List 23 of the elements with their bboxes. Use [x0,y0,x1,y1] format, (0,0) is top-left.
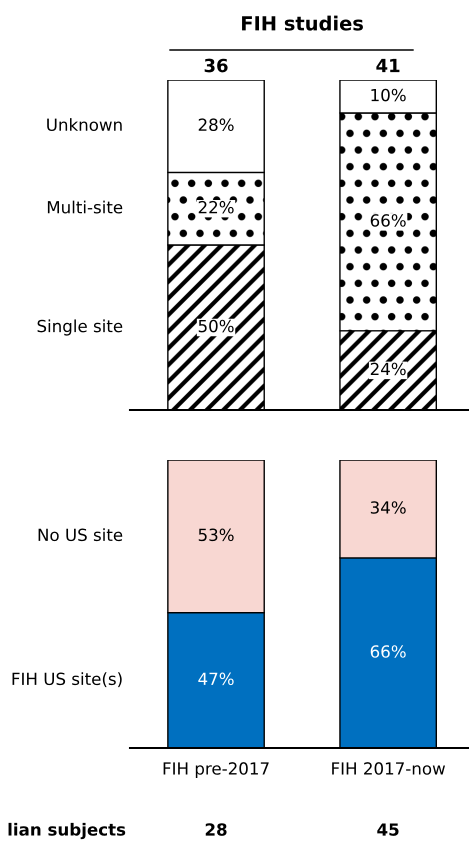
data-label: 34% [370,501,406,514]
text: lian subjects [8,822,126,840]
data-label: 66% [370,645,406,658]
text: Unknown [47,118,122,132]
annotation: 36 [204,58,228,72]
text: No US site [38,528,122,542]
text: FIH US site(s) [12,672,122,688]
annotation: 41 [376,58,400,72]
data-label: 66% [370,214,406,227]
data-label: 50% [198,320,234,332]
x-tick-label: FIH pre-2017 [164,762,269,778]
data-label: 22% [198,200,234,214]
text: Multi-site [48,200,122,214]
data-label: 53% [198,528,234,542]
data-label: 47% [198,672,234,686]
chart-title: FIH studies [242,16,363,31]
x-tick-label: FIH 2017-now [332,762,445,775]
text: 28 [206,823,227,836]
data-label: 28% [198,118,234,132]
data-label: 10% [371,88,406,102]
text: Single site [38,319,122,336]
text: 45 [377,823,399,836]
data-label: 24% [370,362,406,376]
